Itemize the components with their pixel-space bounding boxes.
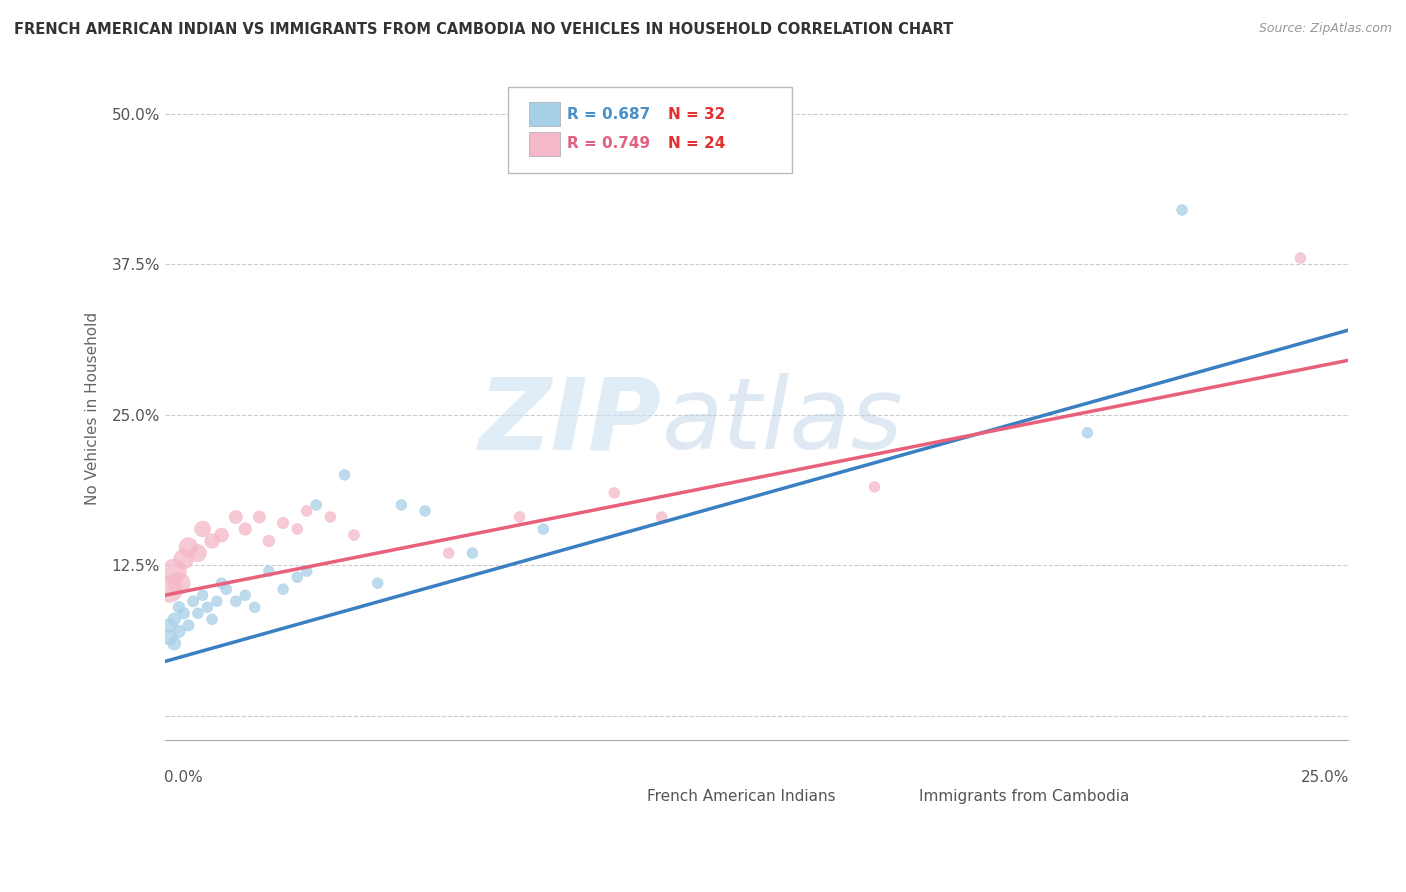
Point	[187, 607, 209, 621]
Point	[225, 594, 247, 608]
Point	[651, 510, 673, 524]
Text: Source: ZipAtlas.com: Source: ZipAtlas.com	[1258, 22, 1392, 36]
Text: N = 24: N = 24	[668, 136, 725, 151]
Point	[163, 636, 186, 650]
Point	[509, 510, 531, 524]
Text: R = 0.749: R = 0.749	[567, 136, 650, 151]
Point	[211, 576, 233, 591]
Point	[177, 540, 200, 554]
Point	[159, 618, 181, 632]
Point	[295, 504, 318, 518]
Text: N = 32: N = 32	[668, 107, 725, 121]
Point	[257, 564, 280, 578]
Point	[191, 522, 214, 536]
Point	[367, 576, 389, 591]
Point	[461, 546, 484, 560]
Point	[271, 516, 294, 530]
Point	[201, 612, 224, 626]
Point	[243, 600, 266, 615]
Point	[343, 528, 366, 542]
Point	[167, 624, 190, 639]
Point	[159, 631, 181, 645]
Text: 0.0%: 0.0%	[163, 770, 202, 785]
FancyBboxPatch shape	[872, 786, 912, 807]
Point	[389, 498, 412, 512]
Point	[233, 522, 256, 536]
Point	[285, 570, 308, 584]
Point	[531, 522, 554, 536]
Point	[215, 582, 238, 597]
Text: R = 0.687: R = 0.687	[567, 107, 650, 121]
Point	[1171, 202, 1194, 217]
Text: ZIP: ZIP	[478, 374, 662, 470]
Point	[163, 612, 186, 626]
Point	[163, 564, 186, 578]
Point	[191, 588, 214, 602]
Point	[295, 564, 318, 578]
Point	[257, 534, 280, 549]
Point	[181, 594, 204, 608]
Point	[249, 510, 271, 524]
Text: French American Indians: French American Indians	[647, 789, 837, 804]
Point	[159, 582, 181, 597]
Point	[187, 546, 209, 560]
Point	[225, 510, 247, 524]
Point	[195, 600, 218, 615]
Point	[167, 600, 190, 615]
Point	[271, 582, 294, 597]
Point	[173, 552, 195, 566]
Point	[233, 588, 256, 602]
Point	[167, 576, 190, 591]
Text: FRENCH AMERICAN INDIAN VS IMMIGRANTS FROM CAMBODIA NO VEHICLES IN HOUSEHOLD CORR: FRENCH AMERICAN INDIAN VS IMMIGRANTS FRO…	[14, 22, 953, 37]
FancyBboxPatch shape	[508, 87, 792, 173]
Point	[305, 498, 328, 512]
Point	[603, 486, 626, 500]
Text: 25.0%: 25.0%	[1301, 770, 1348, 785]
Point	[211, 528, 233, 542]
FancyBboxPatch shape	[600, 786, 640, 807]
Point	[205, 594, 228, 608]
Point	[413, 504, 436, 518]
Point	[177, 618, 200, 632]
Text: Immigrants from Cambodia: Immigrants from Cambodia	[920, 789, 1130, 804]
Point	[173, 607, 195, 621]
Point	[437, 546, 460, 560]
Point	[285, 522, 308, 536]
FancyBboxPatch shape	[529, 132, 560, 156]
Point	[1076, 425, 1098, 440]
Point	[1289, 251, 1312, 265]
Text: atlas: atlas	[662, 374, 903, 470]
Point	[863, 480, 886, 494]
Point	[319, 510, 342, 524]
Point	[201, 534, 224, 549]
Y-axis label: No Vehicles in Household: No Vehicles in Household	[86, 312, 100, 505]
Point	[333, 467, 356, 482]
FancyBboxPatch shape	[529, 102, 560, 127]
